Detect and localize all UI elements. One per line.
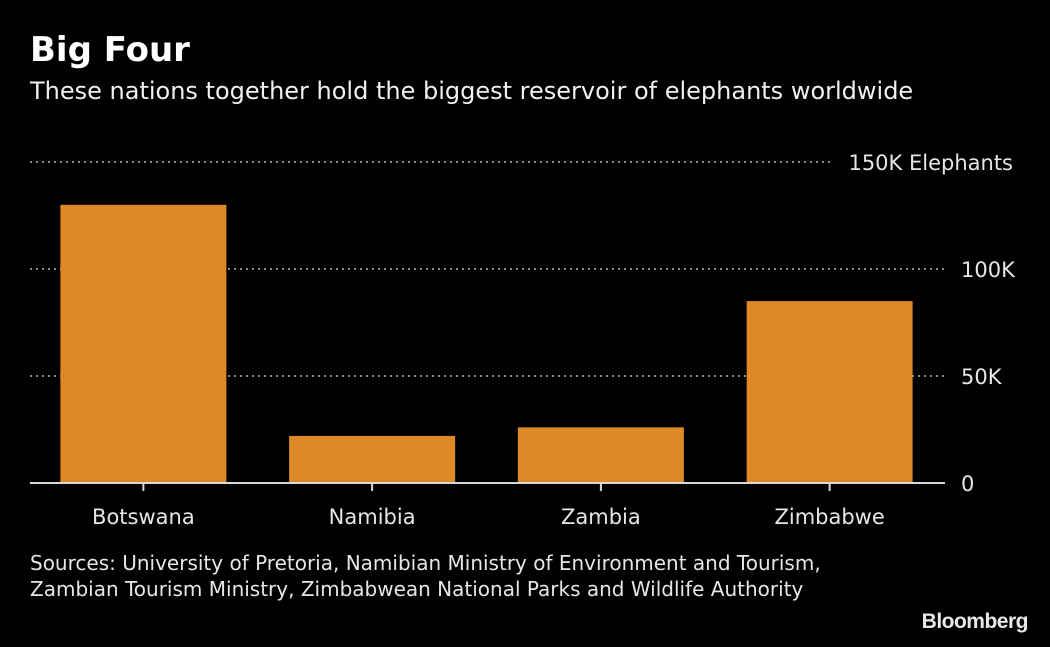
chart-subtitle: These nations together hold the biggest … — [30, 77, 914, 105]
y-tick-label: 0 — [961, 472, 974, 496]
bar-zimbabwe — [746, 301, 913, 483]
x-tick-label: Zambia — [561, 505, 641, 529]
x-axis-labels: Botswana Namibia Zambia Zimbabwe — [92, 505, 885, 529]
source-note: Sources: University of Pretoria, Namibia… — [30, 551, 821, 601]
x-axis — [30, 482, 945, 491]
bar-namibia — [289, 435, 456, 483]
bloomberg-logo: Bloomberg — [921, 610, 1029, 633]
y-axis-labels: 0 50K 100K 150K Elephants — [848, 151, 1016, 496]
bar-zambia — [517, 427, 684, 483]
bars — [60, 204, 913, 484]
y-tick-label: 150K Elephants — [848, 151, 1013, 175]
y-tick-label: 100K — [961, 258, 1016, 282]
x-tick-label: Zimbabwe — [774, 505, 884, 529]
x-tick-label: Namibia — [329, 505, 416, 529]
chart-title: Big Four — [30, 30, 190, 70]
y-tick-label: 50K — [961, 365, 1003, 389]
x-tick-label: Botswana — [92, 505, 195, 529]
bar-botswana — [60, 204, 227, 484]
